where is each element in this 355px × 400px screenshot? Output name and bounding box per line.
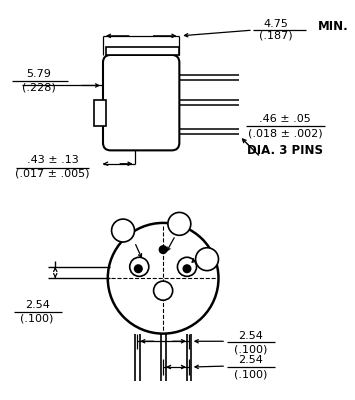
Circle shape: [111, 219, 135, 242]
Text: 3: 3: [120, 226, 126, 236]
FancyBboxPatch shape: [103, 55, 179, 150]
Text: MIN.: MIN.: [318, 20, 349, 33]
Text: .46 ± .05: .46 ± .05: [260, 114, 311, 124]
Circle shape: [130, 257, 149, 276]
Text: (.228): (.228): [22, 82, 56, 92]
Circle shape: [183, 265, 191, 272]
Text: .43 ± .13: .43 ± .13: [27, 155, 78, 165]
Circle shape: [168, 212, 191, 235]
Text: 2: 2: [176, 219, 183, 229]
Text: DIA. 3 PINS: DIA. 3 PINS: [247, 144, 323, 157]
Circle shape: [159, 246, 167, 254]
Bar: [94, 100, 106, 126]
Circle shape: [178, 257, 197, 276]
Circle shape: [154, 281, 173, 300]
Text: 1: 1: [203, 255, 211, 265]
Text: (.018 ± .002): (.018 ± .002): [248, 128, 323, 138]
Text: 4.75: 4.75: [263, 19, 288, 29]
Text: (.100): (.100): [21, 313, 54, 323]
Text: 2.54: 2.54: [25, 300, 50, 310]
Bar: [106, 47, 179, 55]
Text: (.017 ± .005): (.017 ± .005): [15, 168, 90, 178]
Text: 2.54: 2.54: [239, 330, 263, 340]
Text: (.100): (.100): [234, 370, 268, 380]
Circle shape: [135, 265, 142, 272]
Text: 5.79: 5.79: [27, 69, 51, 79]
Circle shape: [108, 223, 218, 334]
Text: (.187): (.187): [259, 31, 293, 41]
Circle shape: [196, 248, 218, 271]
Text: 2.54: 2.54: [239, 355, 263, 365]
Text: (.100): (.100): [234, 345, 268, 355]
